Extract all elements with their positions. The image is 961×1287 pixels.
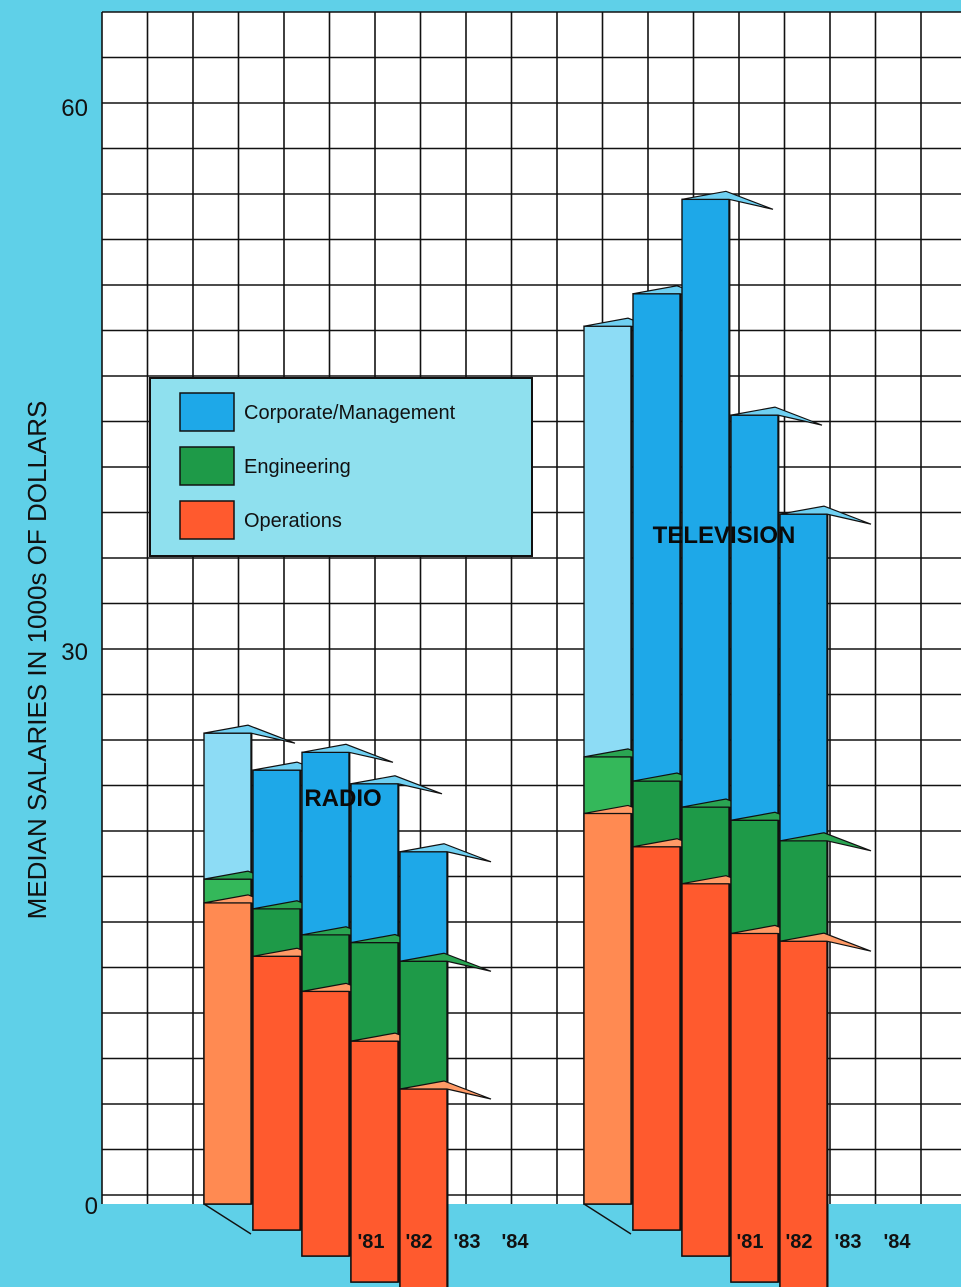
year-label: '81 — [357, 1231, 384, 1253]
legend-swatch-corporate — [179, 392, 235, 432]
bar-group-television — [583, 190, 872, 1287]
bar-operations — [681, 883, 730, 1257]
bar-operations — [583, 812, 632, 1205]
legend-label-engineering: Engineering — [244, 456, 351, 478]
year-label: '84 — [501, 1231, 529, 1253]
legend-swatch-engineering — [179, 446, 235, 486]
bar-base-edge — [203, 1203, 252, 1235]
year-labels: '81 '82 '83 '84 '81 '82 '83 '84 — [357, 1231, 911, 1253]
bar-operations — [399, 1088, 448, 1287]
legend: Corporate/Management Engineering Operati… — [149, 377, 533, 557]
bar-top-corporate-management — [779, 505, 872, 525]
bar-top-corporate-management — [203, 724, 296, 744]
year-label: '81 — [736, 1231, 763, 1253]
year-label: '83 — [453, 1231, 480, 1253]
year-label: '84 — [883, 1231, 911, 1253]
bar-operations — [350, 1040, 399, 1283]
bar-operations — [203, 902, 252, 1205]
bar-top-corporate-management — [399, 843, 492, 863]
bar-operations — [632, 846, 681, 1231]
group-label-television: TELEVISION — [653, 522, 796, 549]
bar-top-engineering — [779, 832, 872, 852]
year-label: '82 — [405, 1231, 432, 1253]
bar-operations — [301, 990, 350, 1257]
group-label-radio: RADIO — [304, 785, 381, 812]
bar-top-corporate-management — [730, 406, 823, 426]
bar-group-radio — [203, 724, 492, 1287]
legend-label-operations: Operations — [244, 510, 342, 532]
legend-swatch-operations — [179, 500, 235, 540]
bar-operations — [252, 955, 301, 1231]
bar-base-edge — [583, 1203, 632, 1235]
bar-top-corporate-management — [681, 190, 774, 210]
bar-top-corporate-management — [350, 775, 443, 795]
bar-top-engineering — [399, 952, 492, 972]
y-tick-label: 60 — [61, 95, 88, 122]
year-label: '82 — [785, 1231, 812, 1253]
bar-top-corporate-management — [301, 743, 394, 763]
legend-label-corporate: Corporate/Management — [244, 402, 456, 424]
bars — [203, 190, 872, 1287]
bar-top-operations — [399, 1080, 492, 1100]
bar-top-operations — [779, 932, 872, 952]
y-axis-label: MEDIAN SALARIES IN 1000s OF DOLLARS — [22, 401, 52, 920]
year-label: '83 — [834, 1231, 861, 1253]
bar-operations — [779, 940, 828, 1287]
bar-operations — [730, 932, 779, 1283]
y-tick-label: 30 — [61, 639, 88, 666]
y-tick-label: 0 — [85, 1193, 98, 1220]
